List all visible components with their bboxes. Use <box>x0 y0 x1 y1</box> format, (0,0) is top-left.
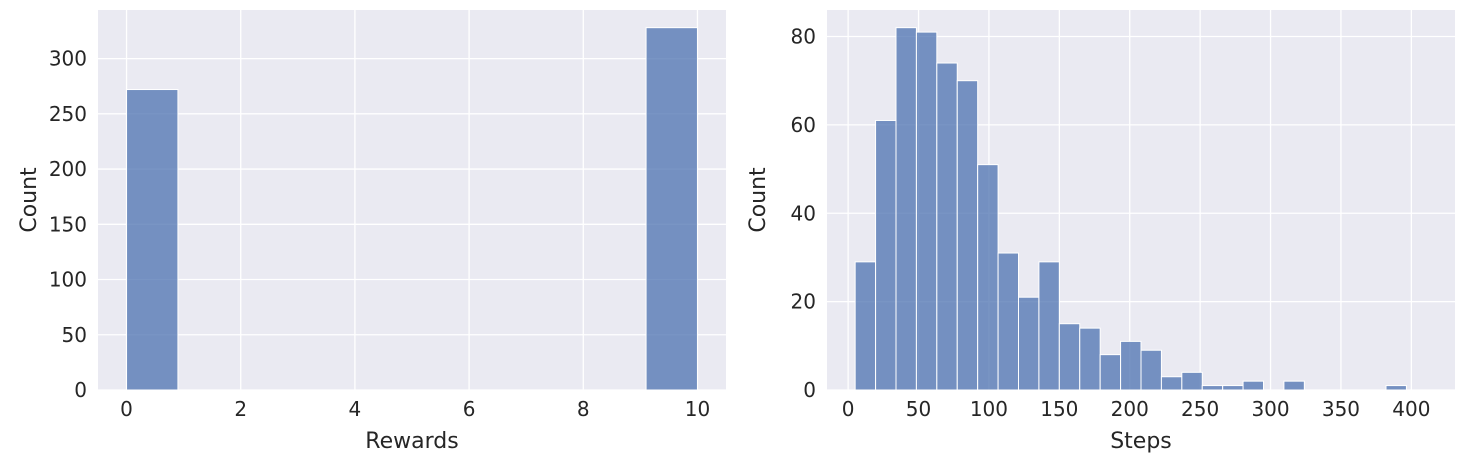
histogram-bar <box>915 31 938 391</box>
histogram-bar <box>1160 376 1183 391</box>
x-tick-label: 150 <box>1040 397 1078 421</box>
histogram-bar <box>1058 323 1081 391</box>
histogram-bar <box>1222 385 1244 391</box>
histogram-bar <box>854 261 877 391</box>
histogram-bar <box>645 27 698 391</box>
histogram-bar <box>1385 385 1407 391</box>
y-tick-label: 20 <box>791 290 816 314</box>
histogram-bar <box>1140 349 1162 391</box>
y-tick-label: 0 <box>803 378 816 402</box>
y-tick-label: 50 <box>62 323 87 347</box>
x-tick-label: 400 <box>1392 397 1430 421</box>
y-tick-label: 250 <box>49 102 87 126</box>
y-tick-label: 200 <box>49 157 87 181</box>
x-axis-label: Rewards <box>365 429 458 454</box>
y-axis-label: Count <box>746 167 771 233</box>
histogram-bar <box>1038 261 1060 391</box>
histogram-bar <box>1201 385 1224 391</box>
y-tick-label: 100 <box>49 268 87 292</box>
histogram-bar <box>1120 340 1142 391</box>
x-tick-label: 2 <box>234 397 247 421</box>
histogram-bar <box>1181 371 1203 391</box>
x-tick-label: 4 <box>349 397 362 421</box>
histogram-bar <box>875 119 897 391</box>
y-tick-label: 300 <box>49 47 87 71</box>
y-tick-label: 80 <box>791 25 816 49</box>
x-tick-label: 8 <box>577 397 590 421</box>
x-tick-label: 300 <box>1251 397 1289 421</box>
x-tick-label: 200 <box>1111 397 1149 421</box>
histogram-bar <box>936 62 958 391</box>
x-tick-label: 50 <box>906 397 931 421</box>
plot-area <box>98 10 726 390</box>
x-tick-label: 0 <box>120 397 133 421</box>
y-axis-label: Count <box>17 167 42 233</box>
histogram-bar <box>956 80 979 391</box>
histogram-bar <box>126 89 179 391</box>
y-tick-label: 60 <box>791 113 816 137</box>
histogram-bar <box>1283 380 1305 391</box>
x-tick-label: 6 <box>463 397 476 421</box>
histogram-bar <box>997 252 1019 391</box>
histogram-bar <box>1099 354 1122 391</box>
x-tick-label: 100 <box>970 397 1008 421</box>
histogram-bar <box>1242 380 1265 391</box>
steps-histogram: 0 50 100 150 200 250 300 350 400 0 20 40 60 80 Steps Co… <box>746 10 1455 454</box>
histogram-bar <box>1079 327 1101 391</box>
histogram-bar <box>895 27 917 391</box>
x-axis-label: Steps <box>1110 429 1172 454</box>
y-tick-label: 0 <box>74 378 87 402</box>
x-tick-label: 0 <box>842 397 855 421</box>
y-tick-label: 40 <box>791 201 816 225</box>
histogram-bar <box>977 164 999 391</box>
x-tick-label: 250 <box>1181 397 1219 421</box>
histogram-bar <box>1017 296 1040 391</box>
y-tick-label: 150 <box>49 212 87 236</box>
x-tick-label: 10 <box>685 397 710 421</box>
x-tick-label: 350 <box>1322 397 1360 421</box>
